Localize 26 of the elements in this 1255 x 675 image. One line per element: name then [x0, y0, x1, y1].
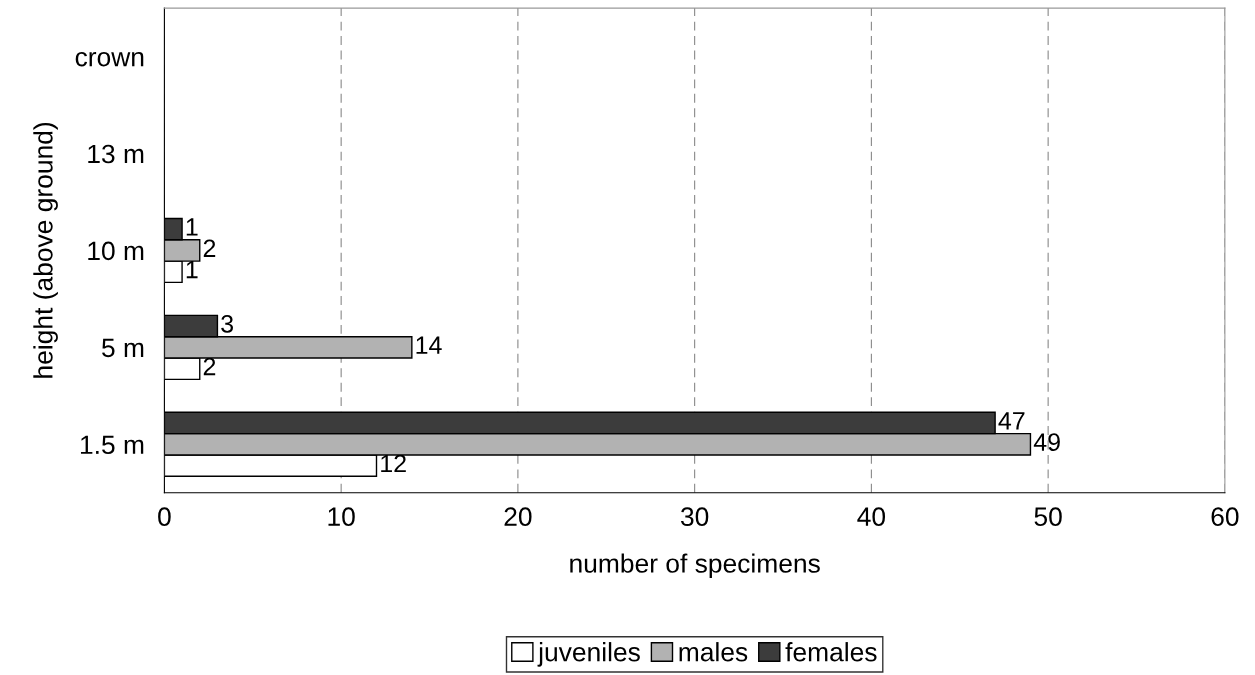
- legend-label: females: [785, 642, 877, 662]
- data-label: 14: [416, 336, 442, 354]
- data-label: 3: [221, 315, 234, 333]
- data-label: 2: [203, 357, 216, 376]
- data-label: 1: [186, 218, 198, 236]
- data-label: 1: [186, 261, 198, 279]
- x-tick-label: 20: [504, 507, 532, 527]
- x-tick-label: 40: [857, 507, 886, 527]
- legend-label: males: [679, 642, 748, 662]
- y-tick-label: 1.5 m: [80, 435, 144, 455]
- data-label: 12: [381, 454, 406, 473]
- legend-label: juveniles: [537, 642, 640, 667]
- x-tick-label: 10: [328, 507, 355, 527]
- data-label: 49: [1033, 433, 1060, 451]
- y-tick-label: crown: [75, 51, 144, 67]
- x-tick-label: 0: [158, 507, 171, 527]
- x-axis-title: number of specimens: [570, 553, 820, 579]
- x-tick-label: 30: [680, 507, 709, 527]
- x-tick-label: 60: [1211, 507, 1239, 527]
- x-tick-label: 50: [1034, 507, 1062, 527]
- data-label: 47: [998, 412, 1025, 430]
- y-tick-label: 10 m: [88, 241, 144, 261]
- data-label: 2: [203, 239, 216, 257]
- y-tick-label: 13 m: [88, 144, 144, 164]
- y-tick-label: 5 m: [102, 338, 144, 358]
- y-axis-title: height (above ground): [33, 122, 58, 378]
